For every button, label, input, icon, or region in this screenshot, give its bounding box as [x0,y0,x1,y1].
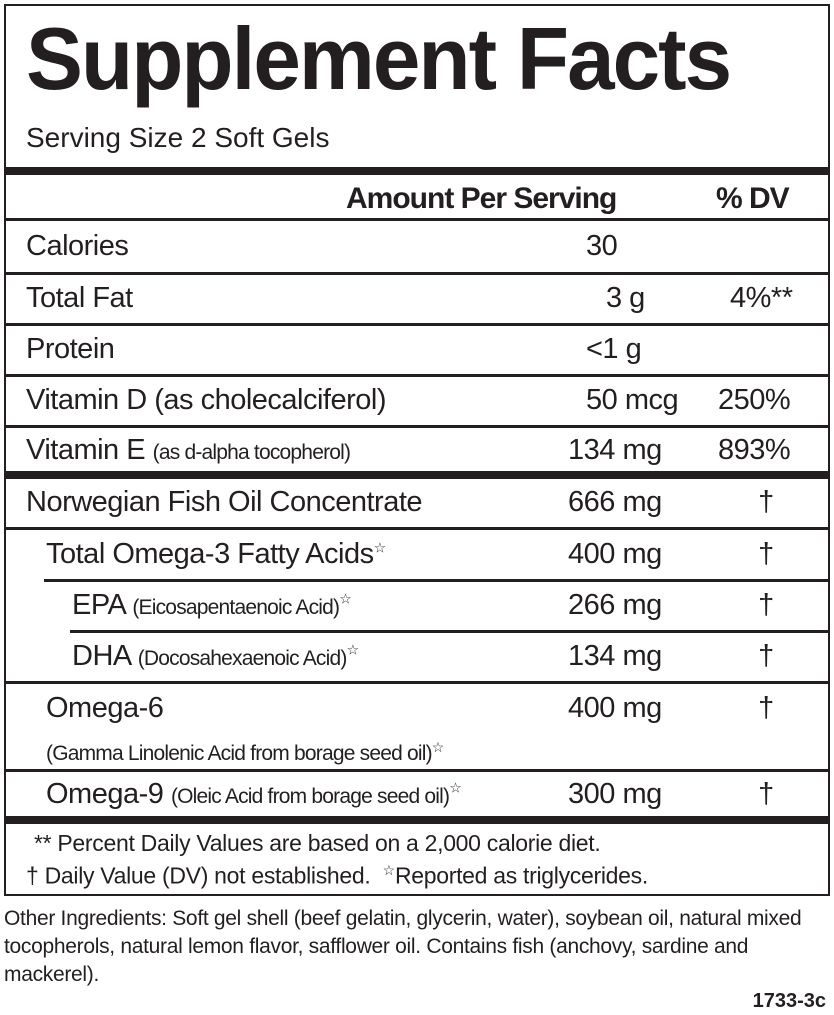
footnote-dagger: † Daily Value (DV) not established. [26,862,371,889]
ingredient-name-detail: (Oleic Acid from borage seed oil) [170,785,450,808]
ingredient-amount: 400 mg [568,692,662,724]
nutrient-name: Calories [26,230,129,262]
divider [6,323,828,326]
star-icon: ☆ [339,590,352,607]
star-icon: ☆ [346,641,360,658]
ingredient-dv: † [758,778,774,810]
ingredient-name-main: Total Omega-3 Fatty Acids [46,538,374,570]
other-ingredients: Other Ingredients: Soft gel shell (beef … [4,907,802,986]
serving-size: Serving Size 2 Soft Gels [26,122,330,153]
ingredient-amount: 266 mg [568,589,662,621]
star-icon: ☆ [449,779,462,796]
nutrient-name: Vitamin E (as d-alpha tocopherol) [26,434,351,467]
nutrient-name: Protein [26,333,115,365]
ingredient-amount: 666 mg [568,486,662,518]
nutrient-name: Vitamin D (as cholecalciferol) [26,384,387,416]
ingredient-name: EPA (Eicosapentaenoic Acid)☆ [72,589,352,622]
ingredient-name: Total Omega-3 Fatty Acids☆ [46,538,386,571]
ingredient-name: DHA (Docosahexaenoic Acid)☆ [72,640,359,673]
divider [6,769,828,772]
header-dv: % DV [716,182,790,215]
ingredient-name-main: Omega-9 [46,778,164,810]
divider [6,681,828,684]
ingredient-dv: † [758,640,774,672]
ingredient-amount: 300 mg [568,778,662,810]
ingredient-dv: † [758,538,774,570]
ingredient-amount: 400 mg [568,538,662,570]
ingredient-dv: † [758,692,774,724]
nutrient-dv: 4%** [730,282,793,314]
header-amount: Amount Per Serving [346,182,617,215]
divider-thick [6,816,828,824]
nutrient-amount: 30 [586,230,618,262]
footnote-dv-basis: ** Percent Daily Values are based on a 2… [34,830,601,856]
divider [6,425,828,428]
divider [6,272,828,275]
nutrient-amount: <1 g [586,333,642,365]
divider [44,579,828,582]
star-icon: ☆ [373,539,387,556]
panel-title: Supplement Facts [26,9,732,108]
supplement-facts-panel: Supplement Facts Serving Size 2 Soft Gel… [4,4,830,896]
star-icon: ☆ [431,739,445,755]
ingredient-name: Omega-6 [46,692,164,724]
nutrient-amount: 134 mg [568,434,662,466]
ingredient-name: Norwegian Fish Oil Concentrate [26,486,423,518]
footnote-triglycerides: Reported as triglycerides. [394,862,648,889]
ingredient-dv: † [758,589,774,621]
star-icon: ☆ [382,862,396,878]
divider [70,630,828,633]
ingredient-amount: 134 mg [568,640,662,672]
label-code: 1733-3c [752,990,826,1012]
divider [6,374,828,377]
divider [6,527,828,530]
nutrient-amount: 3 g [606,282,645,314]
nutrient-name-detail: (as d-alpha tocopherol) [152,441,351,464]
ingredient-name-main: DHA [72,640,131,672]
nutrient-dv: 893% [718,434,791,466]
nutrient-name-main: Vitamin E [26,434,146,466]
divider [6,218,828,221]
ingredient-name: Omega-9 (Oleic Acid from borage seed oil… [46,778,462,811]
ingredient-name-main: EPA [72,589,125,621]
ingredient-name-detail: (Docosahexaenoic Acid) [137,647,348,670]
nutrient-dv: 250% [718,384,791,416]
footnote-dv-not-established: † Daily Value (DV) not established. ☆Rep… [26,862,648,890]
divider-thick [6,167,828,175]
ingredient-name-detail: (Gamma Linolenic Acid from borage seed o… [46,739,444,766]
divider-thick [6,471,828,479]
nutrient-amount: 50 mcg [586,384,679,416]
nutrient-name: Total Fat [26,282,133,314]
ingredient-dv: † [758,486,774,518]
ingredient-name-detail: (Eicosapentaenoic Acid) [132,596,340,619]
ingredient-detail-text: (Gamma Linolenic Acid from borage seed o… [46,742,433,765]
